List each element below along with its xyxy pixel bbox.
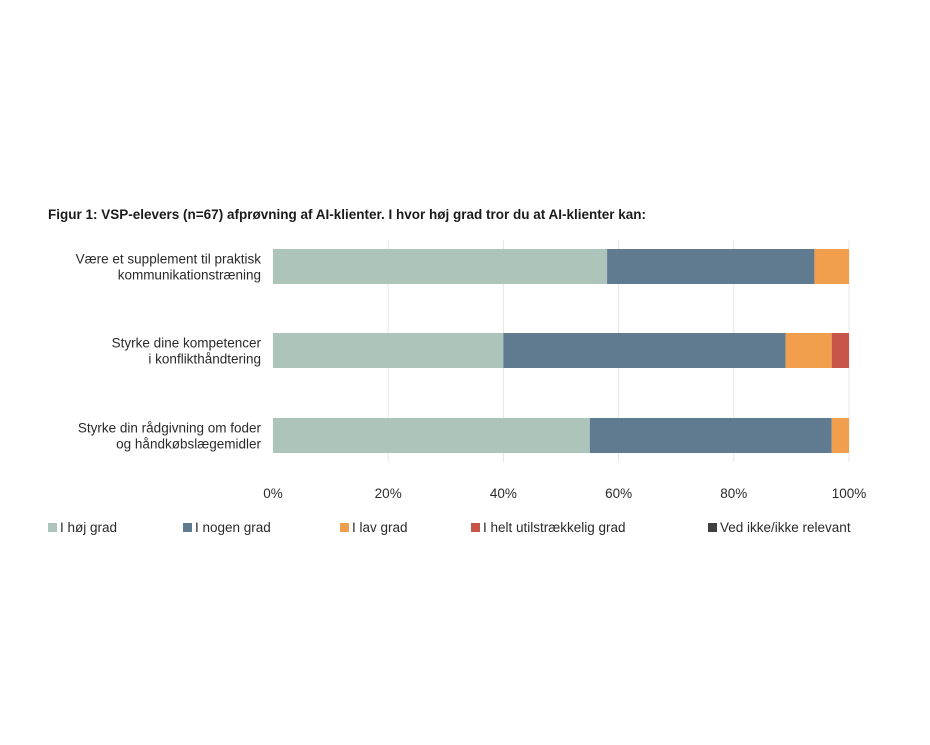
legend-swatch xyxy=(708,523,717,532)
legend-swatch xyxy=(48,523,57,532)
legend-item: I helt utilstrækkelig grad xyxy=(471,520,626,535)
category-label: Styrke dine kompetencer xyxy=(112,336,262,351)
bars xyxy=(273,249,849,453)
legend-swatch xyxy=(183,523,192,532)
bar-segment xyxy=(785,333,832,368)
category-label: kommunikationstræning xyxy=(118,268,261,283)
x-tick-label: 60% xyxy=(605,486,632,501)
bar-segment xyxy=(831,333,849,368)
category-label: og håndkøbslægemidler xyxy=(116,437,261,452)
legend-item: I høj grad xyxy=(48,520,117,535)
bar-segment xyxy=(273,418,590,453)
bar-segment xyxy=(814,249,849,284)
legend-label: I lav grad xyxy=(352,520,408,535)
legend-swatch xyxy=(340,523,349,532)
bar-segment xyxy=(273,333,504,368)
category-labels: Være et supplement til praktiskkommunika… xyxy=(76,252,262,452)
legend-swatch xyxy=(471,523,480,532)
bar-segment xyxy=(273,249,608,284)
legend-label: I høj grad xyxy=(60,520,117,535)
x-tick-label: 100% xyxy=(832,486,867,501)
bar-segment xyxy=(831,418,849,453)
category-label: Være et supplement til praktisk xyxy=(76,252,262,267)
x-tick-label: 0% xyxy=(263,486,283,501)
legend: I høj grad I nogen grad I lav grad I helt u… xyxy=(48,520,851,535)
legend-item: I nogen grad xyxy=(183,520,271,535)
bar-segment xyxy=(589,418,832,453)
x-tick-label: 40% xyxy=(490,486,517,501)
legend-label: I helt utilstrækkelig grad xyxy=(483,520,626,535)
legend-item: I lav grad xyxy=(340,520,408,535)
chart-title: Figur 1: VSP-elevers (n=67) afprøvning a… xyxy=(48,207,646,222)
legend-item: Ved ikke/ikke relevant xyxy=(708,520,851,535)
category-label: i konflikthåndtering xyxy=(148,352,261,367)
x-axis-ticks: 0% 20% 40% 60% 80% 100% xyxy=(263,486,866,501)
legend-label: I nogen grad xyxy=(195,520,271,535)
x-tick-label: 80% xyxy=(720,486,747,501)
x-tick-label: 20% xyxy=(375,486,402,501)
bar-segment xyxy=(607,249,815,284)
category-label: Styrke din rådgivning om foder xyxy=(78,421,262,436)
bar-segment xyxy=(503,333,786,368)
legend-label: Ved ikke/ikke relevant xyxy=(720,520,851,535)
